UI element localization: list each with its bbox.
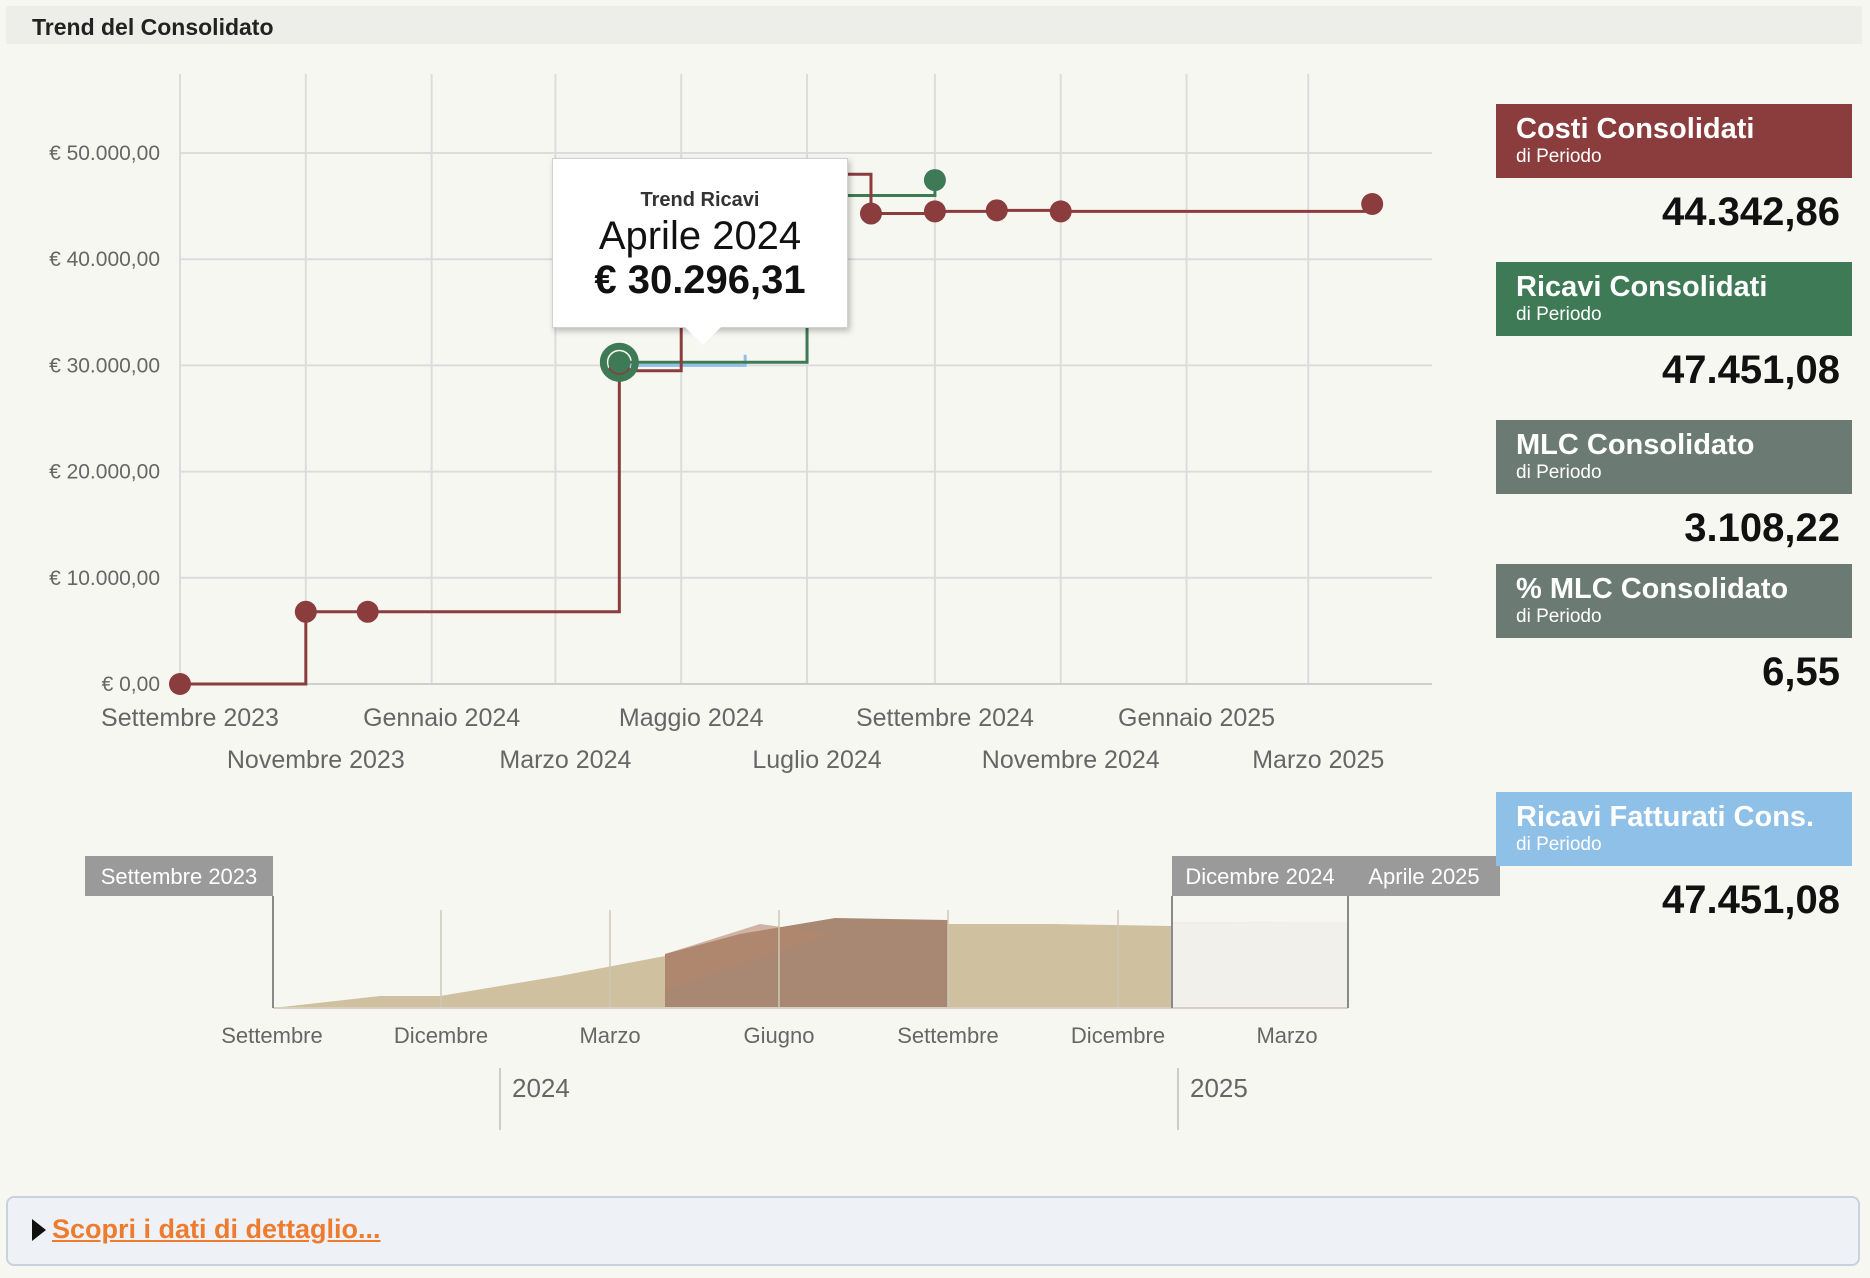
kpi-mlc-header: MLC Consolidato di Periodo	[1496, 420, 1852, 494]
trend-chart: € 0,00 € 10.000,00 € 20.000,00 € 30.000,00 €…	[49, 74, 1432, 774]
tooltip-title: Trend Ricavi	[640, 189, 760, 211]
navigator-month-label: Dicembre	[394, 1023, 488, 1048]
kpi-ricavi-subtitle: di Periodo	[1516, 304, 1602, 325]
kpi-costi-subtitle: di Periodo	[1516, 146, 1602, 167]
highlighted-point	[599, 342, 639, 382]
range-navigator[interactable]: Settembre 2023 Dicembre 2024 Aprile 2025 Se…	[0, 0, 1870, 1180]
kpi-mlc-percent-subtitle: di Periodo	[1516, 606, 1602, 627]
header-bar	[6, 6, 1862, 44]
kpi-costi-header: Costi Consolidati di Periodo	[1496, 104, 1852, 178]
kpi-ricavi-header: Ricavi Consolidati di Periodo	[1496, 262, 1852, 336]
y-tick-label: € 20.000,00	[49, 461, 160, 484]
data-point	[608, 351, 631, 374]
kpi-fatturati-subtitle: di Periodo	[1516, 834, 1602, 855]
navigator-tail	[1172, 922, 1348, 1008]
x-tick-label: Luglio 2024	[752, 746, 881, 774]
kpi-fatturati-header: Ricavi Fatturati Cons. di Periodo	[1496, 792, 1852, 866]
navigator-month-label: Giugno	[744, 1023, 815, 1048]
kpi-mlc-title: MLC Consolidato	[1516, 429, 1755, 461]
x-tick-label: Gennaio 2025	[1118, 704, 1275, 732]
y-tick-label: € 30.000,00	[49, 354, 160, 377]
kpi-costi-title: Costi Consolidati	[1516, 113, 1755, 145]
range-start-label: Settembre 2023	[101, 864, 258, 889]
range-start-flag	[85, 856, 273, 896]
range-end-flag	[1172, 856, 1348, 896]
navigator-month-label: Settembre	[897, 1023, 999, 1048]
navigator-month-label: Settembre	[221, 1023, 323, 1048]
data-point	[169, 673, 191, 695]
x-tick-label: Maggio 2024	[619, 704, 764, 732]
tooltip-value: € 30.296,31	[594, 258, 806, 302]
detail-link[interactable]: Scopri i dati di dettaglio...	[52, 1214, 381, 1244]
range-max-flag	[1348, 856, 1500, 896]
data-point	[1361, 192, 1384, 215]
navigator-year-label: 2025	[1190, 1073, 1248, 1103]
data-point	[356, 600, 379, 623]
kpi-mlc-percent-value: 6,55	[1762, 650, 1840, 694]
page-title: Trend del Consolidato	[32, 14, 274, 40]
kpi-mlc-subtitle: di Periodo	[1516, 462, 1602, 483]
x-tick-label: Marzo 2025	[1252, 746, 1384, 774]
y-tick-label: € 10.000,00	[49, 567, 160, 590]
chart-tooltip: Trend Ricavi Aprile 2024 € 30.296,31	[552, 158, 848, 345]
kpi-mlc-percent-title: % MLC Consolidato	[1516, 573, 1789, 605]
expand-arrow-icon[interactable]	[32, 1219, 46, 1241]
y-tick-label: € 0,00	[102, 673, 160, 696]
kpi-fatturati-title: Ricavi Fatturati Cons.	[1516, 801, 1815, 833]
kpi-mlc-percent-card: % MLC Consolidato di Periodo 6,55	[1496, 564, 1852, 696]
navigator-month-label: Marzo	[579, 1023, 640, 1048]
detail-footer: Scopri i dati di dettaglio...	[6, 1196, 1860, 1266]
navigator-month-label: Marzo	[1256, 1023, 1317, 1048]
kpi-fatturati-card: Ricavi Fatturati Cons. di Periodo 47.451…	[1496, 792, 1852, 924]
kpi-mlc-card: MLC Consolidato di Periodo 3.108,22	[1496, 420, 1852, 552]
navigator-month-label: Dicembre	[1071, 1023, 1165, 1048]
kpi-fatturati-value: 47.451,08	[1662, 878, 1840, 922]
kpi-costi-card: Costi Consolidati di Periodo 44.342,86	[1496, 104, 1852, 236]
x-tick-label: Marzo 2024	[499, 746, 631, 774]
tooltip-date: Aprile 2024	[598, 214, 802, 258]
data-point	[859, 202, 882, 225]
x-tick-label: Gennaio 2024	[363, 704, 520, 732]
data-point	[294, 600, 317, 623]
series-line	[619, 354, 747, 367]
navigator-series-shade	[665, 924, 830, 990]
data-point	[1049, 200, 1072, 223]
y-tick-label: € 40.000,00	[49, 248, 160, 271]
data-point	[923, 200, 946, 223]
navigator-year-label: 2024	[512, 1073, 570, 1103]
kpi-ricavi-title: Ricavi Consolidati	[1516, 271, 1768, 303]
x-tick-label: Settembre 2023	[101, 704, 279, 732]
y-tick-label: € 50.000,00	[49, 142, 160, 165]
data-point	[923, 169, 946, 192]
x-tick-label: Novembre 2024	[982, 746, 1160, 774]
range-end-label: Dicembre 2024	[1185, 864, 1334, 889]
range-max-label: Aprile 2025	[1368, 864, 1479, 889]
kpi-ricavi-card: Ricavi Consolidati di Periodo 47.451,08	[1496, 262, 1852, 394]
data-point	[985, 199, 1008, 222]
x-tick-label: Novembre 2023	[227, 746, 405, 774]
kpi-ricavi-value: 47.451,08	[1662, 348, 1840, 392]
kpi-mlc-percent-header: % MLC Consolidato di Periodo	[1496, 564, 1852, 638]
x-tick-label: Settembre 2024	[856, 704, 1034, 732]
kpi-mlc-value: 3.108,22	[1684, 506, 1840, 550]
kpi-costi-value: 44.342,86	[1662, 190, 1840, 234]
